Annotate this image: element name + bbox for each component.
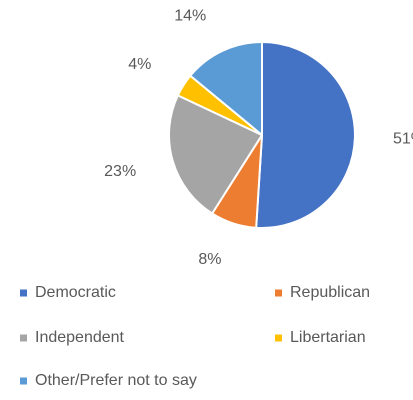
pie-slice-other-prefer-not-to-say	[189, 41, 263, 136]
legend-item-republican: Republican	[275, 284, 370, 301]
pie-data-label-republican: 8%	[198, 251, 221, 268]
pie-data-label-democratic: 51%	[393, 130, 413, 147]
pie-data-label-other-prefer-not-to-say: 14%	[174, 8, 206, 25]
legend: Democratic Republican Independent Libertari…	[20, 284, 370, 389]
legend-item-independent: Independent	[20, 329, 125, 346]
legend-label-democratic: Democratic	[35, 284, 116, 301]
legend-marker-libertarian	[275, 334, 282, 342]
pie-data-labels: 51% 8% 23% 4% 14%	[104, 8, 413, 268]
legend-item-libertarian: Libertarian	[275, 329, 366, 346]
legend-label-republican: Republican	[290, 284, 370, 301]
legend-label-other-prefer-not-to-say: Other/Prefer not to say	[35, 372, 197, 389]
legend-label-libertarian: Libertarian	[290, 329, 366, 346]
legend-item-other-prefer-not-to-say: Other/Prefer not to say	[20, 372, 197, 389]
legend-item-democratic: Democratic	[20, 284, 116, 301]
pie-slice-democratic	[255, 41, 356, 229]
pie-slices	[168, 41, 356, 229]
legend-marker-democratic	[20, 289, 27, 297]
legend-marker-republican	[275, 289, 282, 297]
pie-data-label-independent: 23%	[104, 163, 136, 180]
legend-marker-other-prefer-not-to-say	[20, 377, 27, 385]
legend-label-independent: Independent	[35, 329, 125, 346]
pie-data-label-libertarian: 4%	[128, 56, 151, 73]
legend-marker-independent	[20, 334, 27, 342]
